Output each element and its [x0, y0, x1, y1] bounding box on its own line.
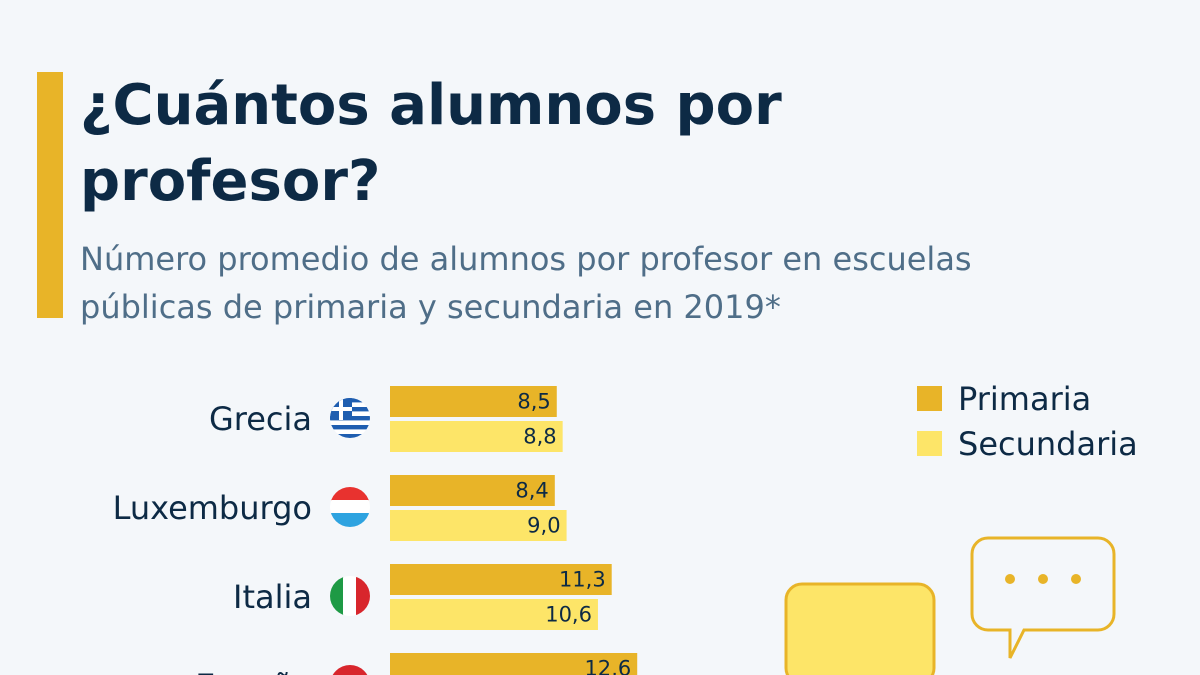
flag: [330, 665, 370, 675]
chart-title: ¿Cuántos alumnos por: [80, 73, 782, 138]
value-label: 11,3: [559, 568, 606, 592]
flag: [330, 398, 370, 438]
bar: [390, 421, 563, 452]
value-label: 10,6: [545, 603, 592, 627]
legend-label: Primaria: [958, 380, 1091, 418]
chart-subtitle: Número promedio de alumnos por profesor …: [80, 240, 972, 278]
value-label: 8,5: [517, 390, 550, 414]
value-label: 8,8: [523, 425, 556, 449]
bar: [390, 653, 638, 675]
category-label: Italia: [233, 578, 312, 616]
category-label: Grecia: [209, 400, 312, 438]
accent-bar: [37, 72, 63, 318]
chart-subtitle: públicas de primaria y secundaria en 201…: [80, 288, 781, 326]
bar: [390, 475, 555, 506]
bar: [390, 599, 598, 630]
legend-swatch: [917, 431, 942, 456]
bar: [390, 564, 612, 595]
chart-title: profesor?: [80, 149, 380, 214]
category-label: España: [195, 667, 312, 675]
legend-swatch: [917, 386, 942, 411]
flag: [330, 576, 370, 616]
decoration: [784, 536, 1116, 675]
value-label: 8,4: [515, 479, 548, 503]
value-label: 12,6: [584, 657, 631, 675]
flag: [330, 487, 370, 527]
bar: [390, 386, 557, 417]
category-label: Luxemburgo: [113, 489, 312, 527]
legend-label: Secundaria: [958, 425, 1138, 463]
bar: [390, 510, 567, 541]
value-label: 9,0: [527, 514, 560, 538]
